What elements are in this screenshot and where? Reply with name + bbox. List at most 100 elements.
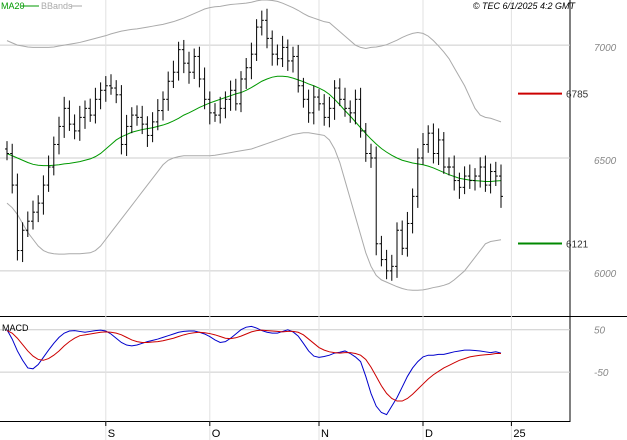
ohlc-bar (36, 195, 41, 223)
price-level-label: 6785 (566, 90, 589, 101)
ohlc-bar (483, 155, 488, 192)
ohlc-bar (46, 155, 51, 192)
ohlc-bar (181, 39, 186, 74)
price-level-label: 6121 (566, 240, 589, 251)
ohlc-bar (77, 105, 82, 141)
ma20-line (6, 75, 502, 182)
ohlc-bar (129, 107, 134, 134)
x-tick-label: 25 (513, 428, 525, 440)
x-tick-label: O (212, 428, 221, 440)
ohlc-bar (436, 128, 441, 165)
ohlc-bar (389, 254, 394, 281)
bband-lower-line (6, 132, 502, 291)
ohlc-bar (187, 51, 191, 84)
ohlc-bar (83, 100, 87, 129)
ohlc-bar (426, 125, 431, 153)
ohlc-bar (291, 46, 295, 73)
ohlc-bar (218, 96, 223, 124)
ohlc-bar (499, 164, 503, 208)
macd-y-tick-label: -50 (594, 368, 609, 379)
ohlc-bar (103, 76, 108, 102)
ohlc-bar (124, 114, 129, 156)
macd-grid: 50 -50 (0, 326, 609, 379)
ohlc-bar (452, 155, 457, 191)
ohlc-bar (192, 48, 197, 79)
ohlc-bar (296, 44, 301, 93)
ohlc-bar (223, 91, 228, 119)
ohlc-bar (405, 211, 410, 257)
ohlc-bar (140, 105, 145, 135)
macd-signal-line (6, 329, 501, 402)
ohlc-bar (202, 67, 207, 110)
ohlc-bar (67, 100, 72, 131)
x-axis-ticks: S O N D 25 (105, 0, 526, 440)
ohlc-bar (176, 41, 181, 81)
source-label: © TEC 6/1/2025 4:2 GMT (473, 1, 577, 11)
ohlc-bar (57, 116, 61, 155)
ohlc-bar (348, 100, 353, 123)
y-tick-label: 6000 (594, 269, 617, 280)
ohlc-bar (447, 157, 451, 176)
ma20-series (6, 75, 502, 182)
macd-series (6, 325, 502, 416)
ohlc-bar (317, 89, 321, 111)
ohlc-bar (249, 42, 254, 80)
y-tick-label: 6500 (594, 156, 617, 167)
price-bars (5, 8, 503, 281)
macd-title: MACD (2, 323, 29, 333)
ohlc-bar (384, 249, 389, 280)
ohlc-bar (15, 173, 20, 261)
ohlc-bar (265, 8, 269, 49)
legend-ma20: MA20 (1, 1, 25, 11)
ohlc-bar (493, 161, 498, 186)
legend: MA20 BBands (1, 1, 82, 11)
ohlc-bar (431, 123, 436, 164)
ohlc-bar (478, 157, 483, 188)
ohlc-bar (343, 87, 347, 117)
ohlc-bar (166, 71, 171, 111)
ohlc-bar (462, 166, 467, 195)
ohlc-bar (379, 235, 384, 267)
ohlc-bar (119, 85, 124, 155)
ohlc-bar (457, 172, 462, 199)
ohlc-bar (421, 132, 425, 165)
ohlc-bar (259, 10, 264, 36)
price-levels: 6785 6121 (518, 90, 589, 251)
ohlc-bar (358, 87, 363, 138)
ohlc-bar (363, 123, 368, 162)
main-grid: 7000 6500 6000 (0, 43, 617, 280)
ohlc-bar (98, 82, 103, 110)
ohlc-bar (239, 71, 243, 113)
ohlc-bar (62, 96, 67, 138)
ohlc-bar (301, 77, 306, 108)
x-tick-label: S (108, 428, 115, 440)
macd-y-tick-label: 50 (594, 326, 606, 337)
ohlc-bar (233, 78, 238, 111)
ohlc-bar (337, 78, 342, 107)
ohlc-bar (488, 163, 493, 194)
ohlc-bar (135, 105, 139, 126)
ohlc-bar (161, 91, 165, 121)
ohlc-bar (322, 94, 327, 126)
ohlc-bar (114, 80, 119, 104)
ohlc-bar (473, 168, 477, 191)
ohlc-bar (306, 89, 311, 123)
ohlc-bar (395, 222, 399, 278)
ohlc-bar (155, 99, 160, 131)
ohlc-bar (197, 46, 202, 88)
ohlc-bar (171, 60, 176, 89)
bband-upper-line (6, 0, 502, 123)
ohlc-bar (213, 103, 217, 122)
ohlc-bar (441, 132, 446, 174)
ohlc-bar (327, 96, 332, 128)
ohlc-bar (270, 30, 275, 66)
ohlc-bar (25, 211, 30, 237)
ohlc-bar (285, 39, 290, 71)
ohlc-bar (145, 116, 150, 147)
bollinger-bands (6, 0, 502, 291)
ohlc-bar (244, 58, 249, 89)
legend-bbands: BBands (41, 1, 73, 11)
ohlc-bar (415, 148, 420, 208)
